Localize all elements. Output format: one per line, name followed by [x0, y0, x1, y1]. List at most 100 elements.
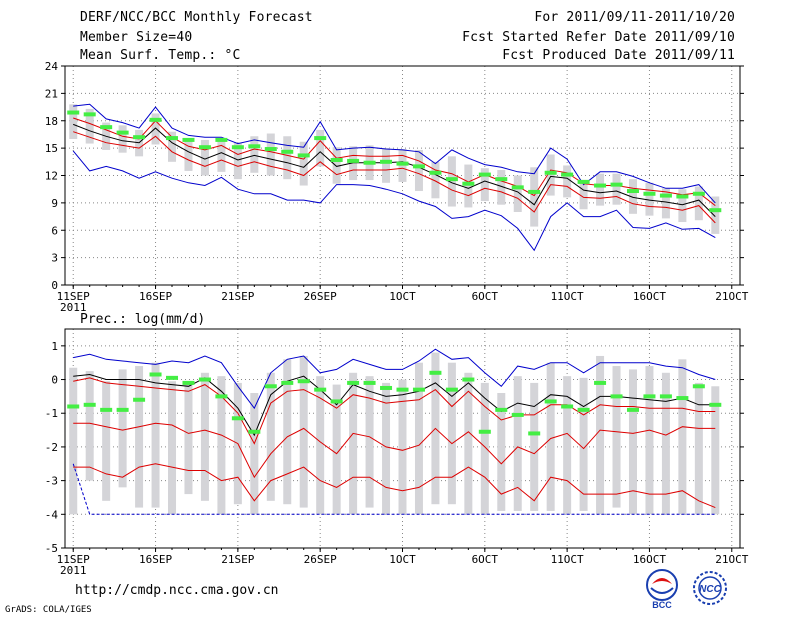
temp-obs-marker: [396, 161, 409, 166]
temp-lower-line: [73, 131, 716, 224]
prec-xtick-label: 16SEP: [139, 553, 172, 566]
prec-xtick-label: 16OCT: [633, 553, 666, 566]
prec-obs-marker: [116, 407, 129, 412]
ncc-logo-text: NCC: [699, 584, 721, 595]
temp-ytick-label: 3: [51, 252, 58, 265]
chart-title: DERF/NCC/BCC Monthly Forecast: [80, 10, 313, 25]
temp-obs-marker: [182, 137, 195, 142]
prec-ensemble-box: [464, 372, 473, 515]
temp-obs-marker: [495, 177, 508, 182]
forecast-period: For 2011/09/11-2011/10/20: [534, 10, 735, 25]
prec-obs-marker: [231, 416, 244, 421]
prec-obs-marker: [182, 380, 195, 385]
prec-ensemble-box: [480, 382, 489, 515]
prec-ensemble-box: [579, 377, 588, 511]
temp-xtick-label: 11SEP: [57, 290, 90, 303]
temp-ensemble-box: [316, 129, 325, 167]
prec-ensemble-box: [332, 384, 341, 515]
prec-obs-marker: [692, 384, 705, 389]
temp-min-line: [72, 150, 716, 252]
prec-obs-marker: [314, 387, 327, 392]
temp-obs-marker: [330, 157, 343, 162]
temp-obs-marker: [412, 164, 425, 169]
prec-obs-marker: [330, 399, 343, 404]
prec-ensemble-box: [612, 366, 621, 508]
temp-mean-line: [73, 123, 716, 217]
prec-obs-marker: [478, 429, 491, 434]
prec-ensemble-box: [349, 372, 358, 515]
temp-obs-marker: [594, 183, 607, 188]
prec-obs-marker: [610, 394, 623, 399]
produced-date: Fcst Produced Date 2011/09/11: [502, 48, 735, 63]
prec-lower-line: [73, 422, 716, 479]
temp-ensemble-box: [563, 165, 572, 198]
prec-xtick-label: 6OCT: [472, 553, 499, 566]
prec-ensemble-box: [694, 382, 703, 515]
temp-ensemble-box: [266, 133, 275, 176]
temp-ensemble-box: [447, 156, 456, 207]
temp-obs-marker: [314, 136, 327, 141]
prec-ensemble-box: [563, 376, 572, 515]
prec-ensemble-box: [513, 376, 522, 511]
prec-obs-marker: [528, 431, 541, 436]
prec-ensemble-box: [447, 362, 456, 505]
prec-obs-marker: [626, 407, 639, 412]
temp-max-line: [73, 103, 716, 204]
temp-ensemble-box: [414, 149, 423, 192]
website-url[interactable]: http://cmdp.ncc.cma.gov.cn: [75, 583, 279, 598]
prec-ensemble-box: [628, 369, 637, 515]
temp-ensemble-box: [382, 148, 391, 183]
prec-obs-marker: [429, 370, 442, 375]
temp-ensemble-box: [250, 136, 259, 173]
prec-obs-marker: [396, 387, 409, 392]
prec-ensemble-box: [118, 369, 127, 488]
temp-obs-marker: [445, 177, 458, 182]
prec-ensemble-box: [168, 381, 177, 515]
prec-obs-marker: [511, 412, 524, 417]
temp-ensemble-box: [233, 142, 242, 180]
temp-upper-line: [73, 117, 716, 206]
prec-obs-marker: [149, 372, 162, 377]
prec-ensemble-box: [530, 382, 539, 511]
prec-ensemble-box: [711, 386, 720, 515]
prec-obs-marker: [594, 380, 607, 385]
prec-ensemble-box: [299, 355, 308, 508]
prec-max-line: [73, 348, 716, 410]
prec-xtick-label: 26SEP: [304, 553, 337, 566]
temp-ensemble-box: [283, 136, 292, 180]
temp-obs-marker: [231, 145, 244, 150]
prec-ytick-label: 1: [51, 340, 58, 353]
temp-obs-marker: [83, 112, 96, 117]
prec-xtick-label: 21OCT: [715, 553, 748, 566]
grads-credit: GrADS: COLA/IGES: [5, 605, 92, 615]
prec-mean-line: [73, 373, 716, 437]
prec-ensemble-box: [217, 376, 226, 515]
prec-ensemble-box: [283, 359, 292, 505]
temp-ensemble-box: [332, 147, 341, 184]
temp-obs-marker: [429, 170, 442, 175]
prec-ensemble-box: [151, 362, 160, 508]
bcc-logo: BCC: [646, 569, 678, 610]
prec-obs-marker: [643, 394, 656, 399]
temp-ensemble-box: [151, 113, 160, 145]
prec-ensemble-box: [596, 355, 605, 515]
temp-xtick-label: 11OCT: [551, 290, 584, 303]
temp-obs-marker: [116, 130, 129, 135]
prec-obs-marker: [577, 407, 590, 412]
member-size-label: Member Size=40: [80, 30, 193, 45]
prec-obs-marker: [198, 377, 211, 382]
prec-ensemble-box: [316, 376, 325, 515]
temp-ensemble-box: [612, 173, 621, 205]
prec-obs-marker: [380, 385, 393, 390]
temp-obs-marker: [100, 125, 113, 130]
prec-xtick-label: 1OCT: [389, 553, 416, 566]
temp-obs-marker: [297, 153, 310, 158]
prec-xtick-label: 21SEP: [221, 553, 254, 566]
temp-ensemble-box: [69, 104, 78, 139]
temp-ensemble-box: [299, 141, 308, 186]
prec-ensemble-box: [102, 381, 111, 501]
prec-lowest-line: [73, 463, 716, 509]
prec-obs-marker: [676, 396, 689, 401]
temp-obs-marker: [709, 208, 722, 213]
temp-obs-marker: [561, 172, 574, 177]
